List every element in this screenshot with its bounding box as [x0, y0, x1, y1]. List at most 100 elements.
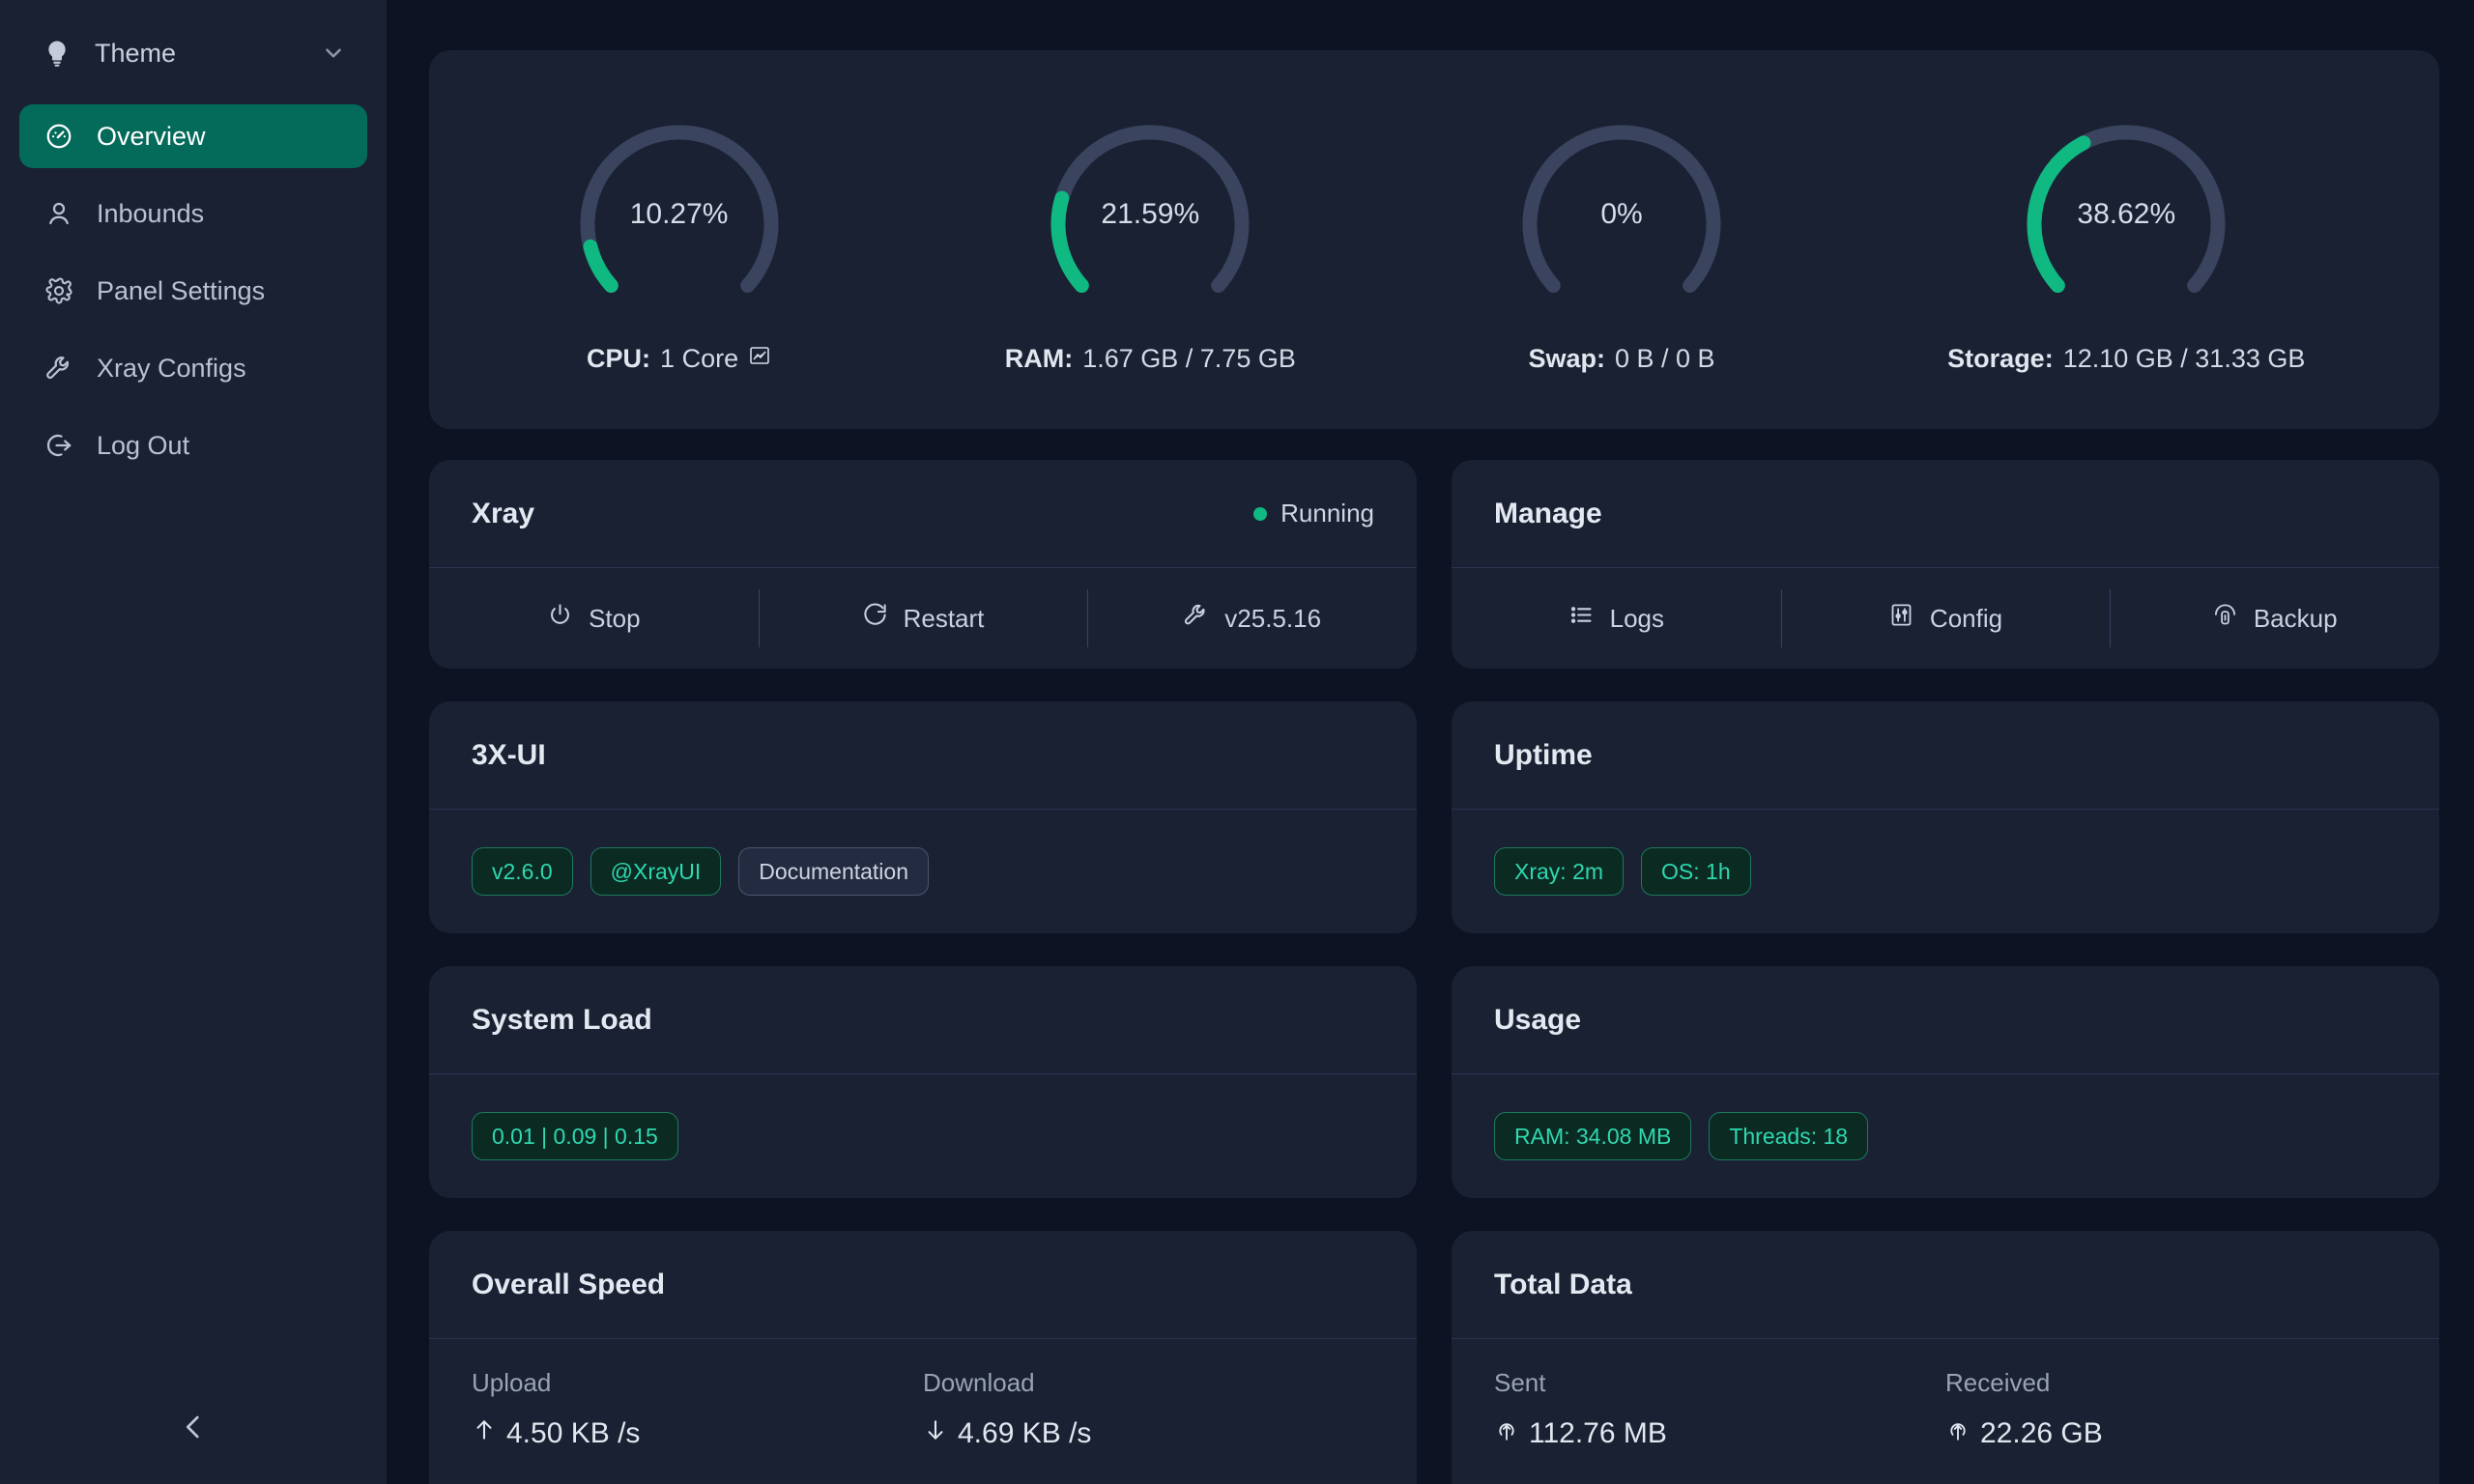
usage-ram-badge[interactable]: RAM: 34.08 MB — [1494, 1112, 1692, 1160]
gauge-caption: CPU: 1 Core — [587, 344, 771, 374]
gauge-caption: Storage: 12.10 GB / 31.33 GB — [1947, 344, 2305, 374]
received-stat: Received 22.26 GB — [1945, 1368, 2397, 1484]
manage-config-button[interactable]: Config — [1780, 568, 2111, 669]
usage-panel-header: Usage — [1452, 966, 2439, 1074]
manage-backup-button[interactable]: Backup — [2110, 568, 2439, 669]
upload-value-row: 4.50 KB /s — [472, 1417, 923, 1450]
gauge-caption-value: 1.67 GB / 7.75 GB — [1082, 344, 1296, 373]
gauge-caption-key: CPU: — [587, 344, 651, 373]
sliders-icon — [1888, 602, 1914, 635]
panel-title: Manage — [1494, 497, 1602, 529]
status-dot-icon — [1253, 506, 1268, 521]
panel-title: Uptime — [1494, 738, 1593, 771]
xray-stop-button[interactable]: Stop — [429, 568, 759, 669]
status-badge: Running — [1280, 499, 1374, 528]
upload-stat: Upload 4.50 KB /s — [472, 1368, 923, 1484]
gauge-swap: 0% Swap: 0 B / 0 B — [1506, 105, 1738, 374]
panel-title: Xray — [472, 497, 535, 529]
user-icon — [43, 199, 75, 228]
download-stat: Download 4.69 KB /s — [923, 1368, 1374, 1484]
xray-panel: Xray Running Stop — [429, 460, 1417, 669]
gauge-ring: 38.62% — [2010, 105, 2242, 323]
sidebar-item-overview[interactable]: Overview — [19, 104, 367, 168]
sidebar: Theme Overview — [0, 0, 387, 1484]
xray-restart-button[interactable]: Restart — [758, 568, 1088, 669]
os-uptime-badge[interactable]: OS: 1h — [1641, 847, 1751, 896]
backup-icon — [2212, 602, 2238, 635]
gauge-percent: 38.62% — [2077, 197, 2176, 230]
sidebar-item-xray-configs[interactable]: Xray Configs — [19, 336, 367, 400]
uptime-panel: Uptime Xray: 2m OS: 1h — [1452, 701, 2439, 933]
logout-icon — [43, 431, 75, 460]
threexui-panel-header: 3X-UI — [429, 701, 1417, 810]
manage-logs-button[interactable]: Logs — [1452, 568, 1781, 669]
gauge-ring: 21.59% — [1034, 105, 1266, 323]
system-load-badges: 0.01 | 0.09 | 0.15 — [429, 1074, 1417, 1198]
download-value: 4.69 KB /s — [958, 1417, 1092, 1449]
gauge-caption-key: RAM: — [1004, 344, 1074, 373]
panel-title: Overall Speed — [472, 1268, 666, 1300]
gauge-caption-value: 0 B / 0 B — [1614, 344, 1715, 373]
sidebar-nav: Overview Inbounds Pane — [19, 104, 367, 477]
documentation-badge[interactable]: Documentation — [738, 847, 929, 896]
gauge-caption-value: 1 Core — [660, 344, 739, 373]
xray-actions: Stop Restart — [429, 568, 1417, 669]
total-data-panel-header: Total Data — [1452, 1231, 2439, 1339]
arrow-up-icon — [472, 1417, 497, 1450]
received-value: 22.26 GB — [1980, 1417, 2103, 1449]
gauge-caption-key: Storage: — [1947, 344, 2054, 373]
usage-panel: Usage RAM: 34.08 MB Threads: 18 — [1452, 966, 2439, 1198]
gauge-percent: 0% — [1600, 197, 1643, 230]
load-average-badge[interactable]: 0.01 | 0.09 | 0.15 — [472, 1112, 678, 1160]
gauge-ring: 0% — [1506, 105, 1738, 323]
received-value-row: 22.26 GB — [1945, 1417, 2397, 1450]
download-value-row: 4.69 KB /s — [923, 1417, 1374, 1450]
system-load-panel: System Load 0.01 | 0.09 | 0.15 — [429, 966, 1417, 1198]
dashboard-icon — [43, 122, 75, 151]
refresh-icon — [862, 602, 888, 635]
manage-config-label: Config — [1929, 603, 2003, 633]
manage-panel: Manage Logs — [1452, 460, 2439, 669]
overall-speed-panel: Overall Speed Upload 4.50 KB /s — [429, 1231, 1417, 1484]
lightbulb-icon — [41, 39, 73, 68]
chevron-down-icon[interactable] — [321, 41, 346, 66]
sidebar-item-label: Overview — [97, 121, 206, 151]
sidebar-collapse-button[interactable] — [0, 1403, 387, 1455]
sidebar-item-log-out[interactable]: Log Out — [19, 414, 367, 477]
download-label: Download — [923, 1368, 1035, 1397]
system-stats-panel: 10.27% CPU: 1 Core — [429, 50, 2439, 429]
sidebar-item-panel-settings[interactable]: Panel Settings — [19, 259, 367, 323]
manage-logs-label: Logs — [1609, 603, 1665, 633]
list-icon — [1568, 602, 1595, 635]
upload-label: Upload — [472, 1368, 552, 1397]
usage-badges: RAM: 34.08 MB Threads: 18 — [1452, 1074, 2439, 1198]
chart-icon[interactable] — [748, 344, 771, 374]
xray-version-button[interactable]: v25.5.16 — [1087, 568, 1417, 669]
sent-label: Sent — [1494, 1368, 1546, 1397]
gauge-percent: 21.59% — [1101, 197, 1200, 230]
usage-threads-badge[interactable]: Threads: 18 — [1709, 1112, 1869, 1160]
received-label: Received — [1945, 1368, 2051, 1397]
gauge-caption: Swap: 0 B / 0 B — [1528, 344, 1714, 374]
gauge-caption-value: 12.10 GB / 31.33 GB — [2062, 344, 2306, 373]
gauge-cpu: 10.27% CPU: 1 Core — [563, 105, 795, 374]
gauge-percent: 10.27% — [629, 197, 729, 230]
panel-title: Usage — [1494, 1003, 1582, 1036]
theme-switcher[interactable]: Theme — [19, 21, 367, 85]
theme-label: Theme — [95, 38, 177, 68]
threexui-panel: 3X-UI v2.6.0 @XrayUI Documentation — [429, 701, 1417, 933]
wrench-icon — [1183, 602, 1209, 635]
arrow-down-icon — [923, 1417, 948, 1450]
sidebar-item-label: Panel Settings — [97, 275, 266, 305]
sidebar-item-inbounds[interactable]: Inbounds — [19, 182, 367, 245]
gauge-caption-key: Swap: — [1528, 344, 1605, 373]
panel-title: Total Data — [1494, 1268, 1632, 1300]
xray-uptime-badge[interactable]: Xray: 2m — [1494, 847, 1625, 896]
telegram-badge[interactable]: @XrayUI — [590, 847, 722, 896]
uptime-badges: Xray: 2m OS: 1h — [1452, 810, 2439, 933]
chevron-left-icon — [177, 1411, 210, 1448]
version-badge[interactable]: v2.6.0 — [472, 847, 573, 896]
sidebar-item-label: Log Out — [97, 430, 190, 460]
panels-grid: Xray Running Stop — [429, 460, 2439, 1484]
